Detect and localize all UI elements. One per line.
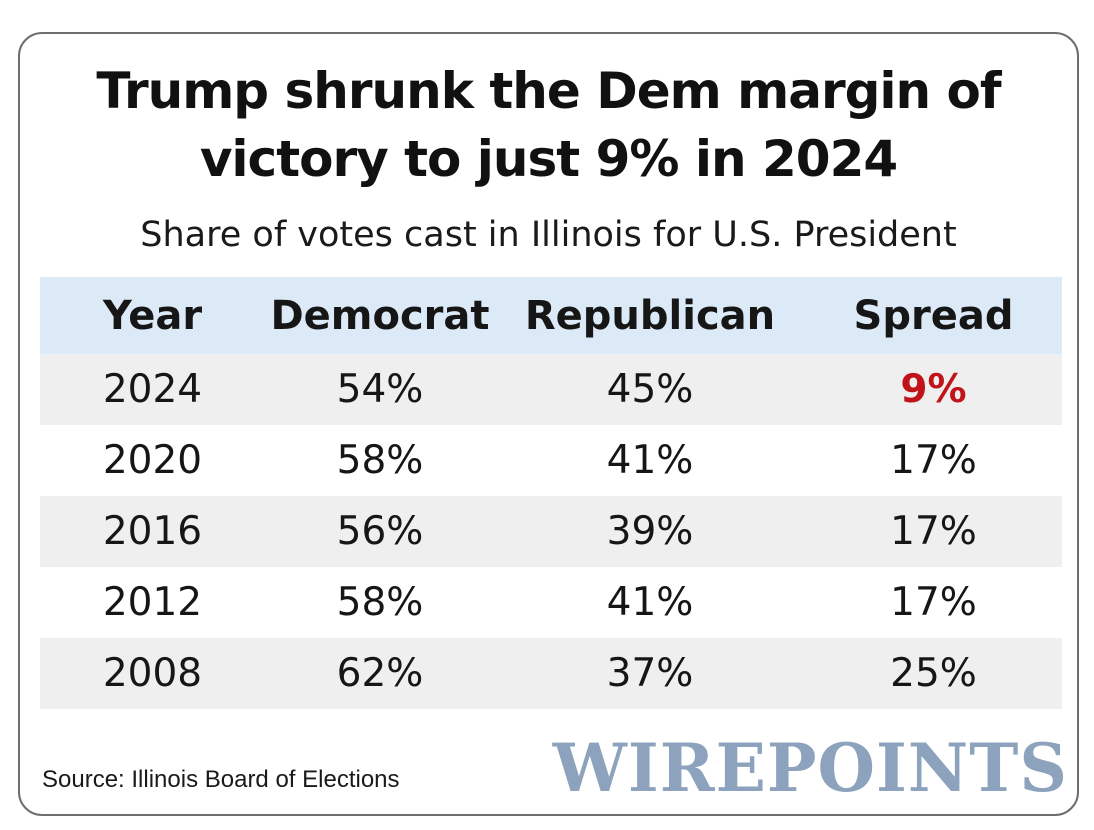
chart-title-line-2: victory to just 9% in 2024: [199, 130, 898, 188]
chart-subtitle: Share of votes cast in Illinois for U.S.…: [140, 215, 957, 255]
table-cell-republican: 41%: [606, 580, 694, 625]
table-row: 2012 58% 41% 17%: [40, 567, 1062, 638]
table-cell-democrat: 56%: [336, 509, 424, 554]
table-cell-spread: 25%: [890, 651, 977, 696]
chart-title-line-1: Trump shrunk the Dem margin of: [96, 62, 1001, 120]
table-cell-year: 2020: [102, 438, 203, 483]
source-note: Source: Illinois Board of Elections: [42, 766, 400, 793]
table-row: 2024 54% 45% 9%: [40, 354, 1062, 425]
table-row: 2020 58% 41% 17%: [40, 425, 1062, 496]
table-cell-year: 2024: [102, 367, 203, 412]
table-cell-spread: 17%: [890, 580, 977, 625]
table-cell-year: 2008: [102, 651, 203, 696]
table-cell-republican: 41%: [606, 438, 694, 483]
wirepoints-logo: WIREPOINTS: [552, 729, 1068, 807]
table-cell-spread: 17%: [890, 509, 977, 554]
table-cell-republican: 39%: [606, 509, 694, 554]
table-cell-spread: 9%: [900, 367, 967, 412]
table-cell-democrat: 58%: [336, 580, 424, 625]
table-header-row: Year Democrat Republican Spread: [40, 277, 1062, 354]
column-header-spread: Spread: [853, 292, 1014, 339]
table-cell-democrat: 54%: [336, 367, 424, 412]
table-cell-republican: 37%: [606, 651, 694, 696]
chart-card: Trump shrunk the Dem margin of victory t…: [18, 32, 1079, 816]
table-cell-spread: 17%: [890, 438, 977, 483]
results-table: Year Democrat Republican Spread 2024 54% 4…: [40, 277, 1062, 709]
column-header-year: Year: [102, 292, 203, 339]
table-row: 2008 62% 37% 25%: [40, 638, 1062, 709]
table-row: 2016 56% 39% 17%: [40, 496, 1062, 567]
table-cell-democrat: 62%: [336, 651, 424, 696]
table-cell-year: 2016: [102, 509, 203, 554]
column-header-democrat: Democrat: [270, 292, 490, 339]
column-header-republican: Republican: [524, 292, 776, 339]
table-cell-year: 2012: [102, 580, 203, 625]
table-cell-republican: 45%: [606, 367, 694, 412]
table-cell-democrat: 58%: [336, 438, 424, 483]
